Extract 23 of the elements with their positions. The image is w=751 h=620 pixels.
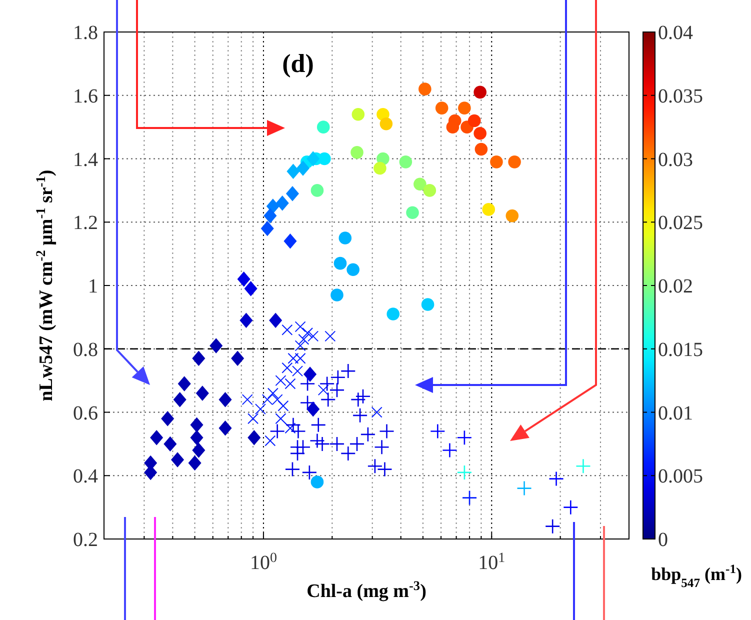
y-tick-label: 1.2: [73, 212, 98, 234]
color-bar-label: 0.02: [658, 276, 693, 298]
y-tick-label: 0.4: [73, 466, 98, 488]
y-tick-label: 0.6: [73, 402, 98, 424]
y-tick-label: 0.8: [73, 338, 98, 361]
x-tick-label: 10$^{1}$: [478, 550, 506, 574]
color-bar-label: 0.04: [658, 22, 693, 44]
color-bar-title: bbp$_{547}$ (m$^{-1}$): [651, 562, 742, 590]
annotation: (d): [282, 49, 314, 78]
y-tick-label: 1: [88, 276, 98, 298]
color-bar-label: 0.025: [658, 212, 703, 234]
y-tick-label: 1.4: [73, 148, 98, 171]
color-bar-label: 0.015: [658, 338, 703, 361]
color-bar-label: 0: [658, 529, 668, 551]
color-bar-label: 0.03: [658, 148, 693, 171]
y-tick-label: 1.6: [73, 85, 98, 108]
y-tick-label: 1.8: [73, 22, 98, 44]
y-tick-label: 0.2: [73, 529, 98, 551]
color-bar-label: 0.005: [658, 466, 703, 488]
x-axis-title: Chl-a (mg m$^{-3}$): [306, 578, 426, 602]
color-bar-label: 0.01: [658, 402, 693, 424]
color-bar-label: 0.035: [658, 85, 703, 108]
x-tick-label: 10$^{0}$: [250, 550, 277, 574]
